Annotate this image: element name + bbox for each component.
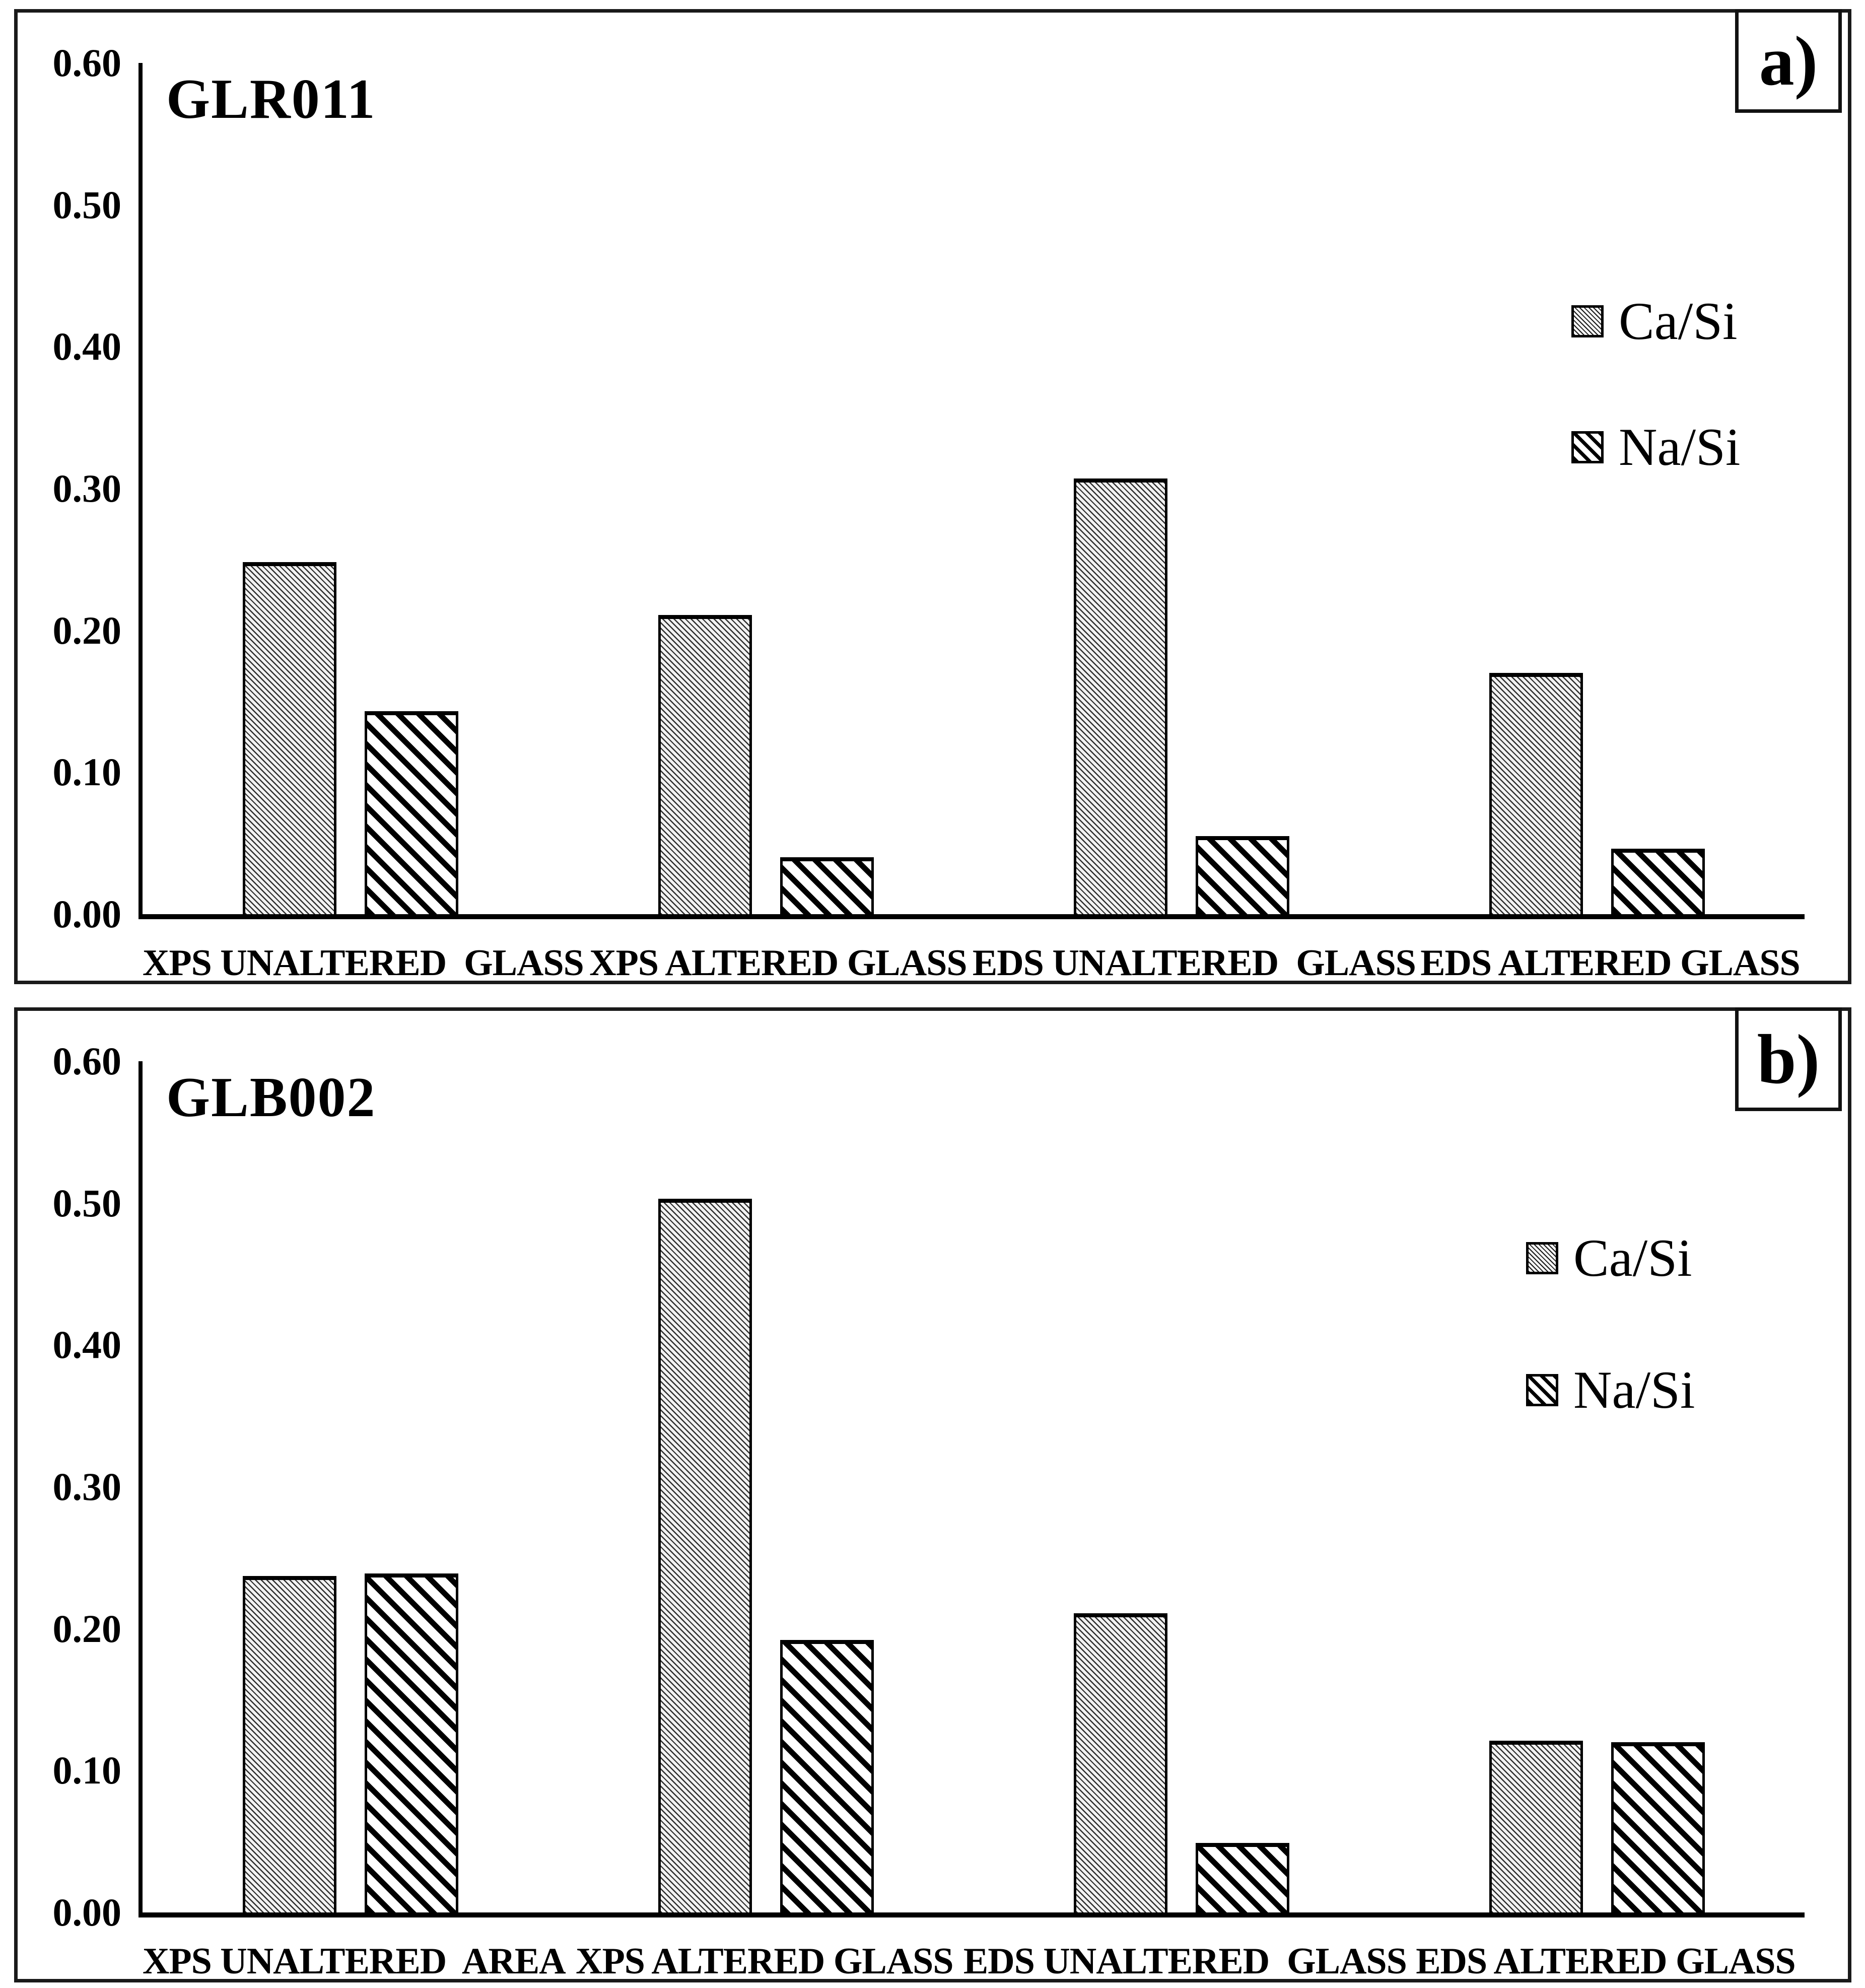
y-tick-label-b: 0.40 — [52, 1323, 122, 1367]
bar-ca-si — [242, 1576, 336, 1912]
y-tick-label-a: 0.00 — [52, 892, 122, 936]
legend-label: Ca/Si — [1619, 292, 1738, 351]
x-category-labels-b: XPS UNALTERED AREA XPS ALTERED GLASS EDS U… — [143, 1940, 1805, 1988]
legend-label: Na/Si — [1619, 418, 1741, 476]
bar-group-a — [558, 63, 974, 914]
x-category-label: EDS UNALTERED GLASS — [963, 1941, 1407, 1982]
y-tick-label-b: 0.30 — [52, 1465, 122, 1509]
bar-ca-si — [658, 1199, 752, 1912]
y-tick-label-a: 0.10 — [52, 750, 122, 794]
x-category-labels-a: XPS UNALTERED GLASS XPS ALTERED GLASS EDS … — [143, 942, 1805, 990]
bar-ca-si — [1073, 478, 1167, 914]
panel-b: b) GLB002 0.60 0.50 0.40 0.30 0.20 0.10 0.00 X… — [14, 1007, 1851, 1982]
bar-group-a — [143, 63, 558, 914]
x-category-label: XPS UNALTERED GLASS — [143, 942, 584, 984]
y-tick-label-b: 0.00 — [52, 1890, 122, 1934]
panel-label-a-box: a) — [1735, 9, 1842, 113]
legend-label: Ca/Si — [1573, 1228, 1692, 1287]
bar-ca-si — [1489, 1741, 1583, 1912]
x-category-label: EDS ALTERED GLASS — [1420, 942, 1801, 984]
x-category-label: EDS UNALTERED GLASS — [972, 942, 1416, 984]
legend-item-na-si: Na/Si — [1571, 417, 1740, 478]
bar-na-si — [1195, 1843, 1289, 1912]
chart-title-a: GLR011 — [166, 68, 376, 130]
na-si-swatch-icon — [1571, 431, 1604, 463]
legend-label: Na/Si — [1573, 1360, 1695, 1419]
ca-si-swatch-icon — [1526, 1242, 1558, 1274]
bar-na-si — [1611, 849, 1705, 914]
x-category-label: XPS UNALTERED AREA — [143, 1941, 566, 1982]
bar-ca-si — [658, 615, 752, 914]
panel-label-b: b) — [1757, 1020, 1820, 1099]
bars-area-a — [143, 63, 1805, 914]
panel-label-a: a) — [1759, 22, 1818, 100]
y-tick-label-a: 0.50 — [52, 182, 122, 227]
y-tick-label-b: 0.10 — [52, 1748, 122, 1793]
legend-a: Ca/Si Na/Si — [1571, 291, 1740, 478]
bar-na-si — [1195, 836, 1289, 914]
panel-a: a) GLR011 0.60 0.50 0.40 0.30 0.20 0.10 0.00 X… — [14, 9, 1851, 984]
y-tick-label-b: 0.20 — [52, 1606, 122, 1651]
plot-area-b — [139, 1061, 1805, 1917]
y-tick-label-a: 0.30 — [52, 466, 122, 510]
bar-group-b — [974, 1061, 1389, 1912]
bar-na-si — [1611, 1742, 1705, 1912]
plot-area-a — [139, 63, 1805, 919]
y-tick-label-a: 0.60 — [52, 41, 122, 85]
bar-ca-si — [1489, 673, 1583, 914]
bar-group-b — [558, 1061, 974, 1912]
y-tick-label-a: 0.40 — [52, 324, 122, 369]
bar-ca-si — [242, 562, 336, 914]
bar-group-b — [143, 1061, 558, 1912]
legend-item-na-si: Na/Si — [1526, 1359, 1695, 1421]
bar-na-si — [780, 857, 874, 914]
bar-na-si — [364, 1573, 458, 1912]
bar-group-b — [1389, 1061, 1805, 1912]
bar-group-a — [974, 63, 1389, 914]
bar-na-si — [780, 1640, 874, 1912]
na-si-swatch-icon — [1526, 1374, 1558, 1406]
ca-si-swatch-icon — [1571, 305, 1604, 337]
bar-group-a — [1389, 63, 1805, 914]
y-tick-label-b: 0.50 — [52, 1181, 122, 1225]
bars-area-b — [143, 1061, 1805, 1912]
bar-na-si — [364, 711, 458, 914]
x-category-label: EDS ALTERED GLASS — [1416, 1941, 1796, 1982]
legend-item-ca-si: Ca/Si — [1571, 291, 1740, 352]
x-category-label: XPS ALTERED GLASS — [576, 1941, 953, 1982]
legend-item-ca-si: Ca/Si — [1526, 1227, 1695, 1289]
panel-label-b-box: b) — [1735, 1007, 1842, 1111]
chart-title-b: GLB002 — [166, 1066, 376, 1129]
x-category-label: XPS ALTERED GLASS — [589, 942, 967, 984]
legend-b: Ca/Si Na/Si — [1526, 1227, 1695, 1421]
bar-ca-si — [1073, 1613, 1167, 1912]
y-tick-label-a: 0.20 — [52, 608, 122, 652]
y-tick-label-b: 0.60 — [52, 1039, 122, 1083]
